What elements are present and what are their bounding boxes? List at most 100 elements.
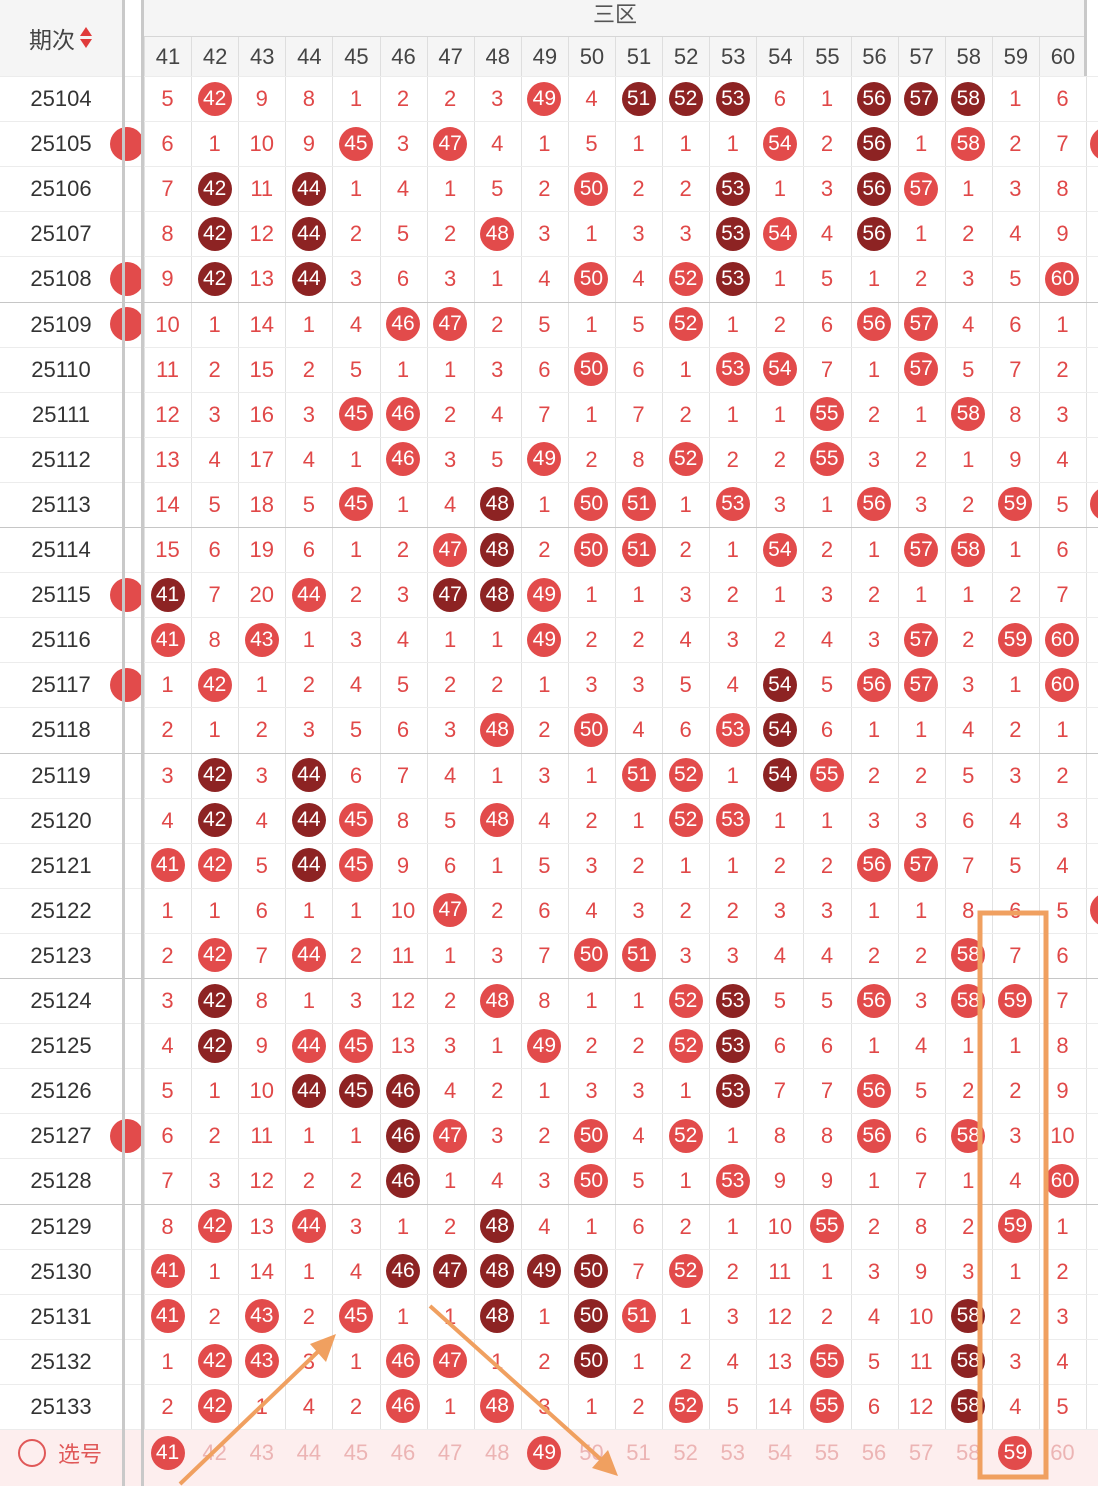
miss-count: 2	[1009, 1303, 1022, 1329]
miss-count: 4	[867, 1303, 881, 1329]
period-number: 25115	[31, 582, 91, 608]
miss-count: 1	[679, 1078, 692, 1104]
miss-count: 5	[820, 266, 834, 292]
miss-count: 2	[962, 1078, 975, 1104]
selectable-number[interactable]: 58	[956, 1440, 981, 1465]
row-divider	[0, 121, 1098, 123]
selected-number-ball[interactable]: 41	[150, 1436, 185, 1470]
miss-count: 1	[349, 86, 363, 111]
sort-icon[interactable]	[79, 26, 93, 50]
miss-count: 1	[679, 1303, 692, 1329]
miss-count: 4	[585, 897, 598, 923]
miss-count: 2	[538, 537, 551, 562]
row-divider	[0, 1293, 1098, 1295]
drawn-number-ball: 45	[338, 848, 373, 883]
miss-count: 1	[208, 1078, 221, 1104]
miss-count: 1	[396, 1213, 410, 1239]
miss-count: 5	[962, 762, 975, 788]
selectable-number[interactable]: 48	[485, 1440, 510, 1465]
column-header-52: 52	[662, 37, 709, 76]
miss-count: 6	[1009, 311, 1022, 337]
miss-count: 4	[962, 717, 975, 743]
miss-count: 4	[444, 1078, 457, 1104]
miss-count: 1	[161, 672, 174, 698]
miss-count: 3	[349, 1213, 363, 1239]
drawn-number-ball: 44	[291, 1209, 326, 1244]
miss-count: 4	[1009, 221, 1022, 247]
drawn-number-ball: 47	[433, 1118, 468, 1153]
drawn-number-ball: 57	[904, 352, 939, 387]
selectable-number[interactable]: 50	[579, 1440, 604, 1465]
miss-count: 9	[255, 1033, 268, 1059]
selectable-number[interactable]: 44	[296, 1440, 322, 1465]
drawn-number-ball: 45	[338, 397, 373, 432]
miss-count: 2	[1056, 356, 1069, 382]
miss-count: 8	[773, 1123, 786, 1149]
miss-count: 2	[820, 131, 834, 157]
selectable-number[interactable]: 47	[437, 1440, 463, 1465]
clipped-ball-right	[1090, 487, 1098, 522]
miss-count: 4	[1056, 852, 1069, 878]
drawn-number-ball: 53	[715, 216, 750, 251]
miss-count: 9	[915, 1258, 928, 1284]
selectable-number[interactable]: 60	[1050, 1440, 1075, 1465]
miss-count: 1	[1009, 1033, 1022, 1059]
selectable-number[interactable]: 57	[908, 1440, 934, 1465]
selectable-number[interactable]: 52	[673, 1440, 698, 1465]
miss-count: 3	[632, 897, 645, 923]
drawn-number-ball: 50	[574, 938, 609, 973]
drawn-number-ball: 57	[904, 171, 939, 206]
period-column-header[interactable]: 期次	[0, 0, 122, 77]
miss-count: 1	[349, 1123, 363, 1149]
miss-count: 2	[1009, 582, 1022, 608]
miss-count: 1	[444, 1303, 457, 1329]
miss-count: 12	[249, 1168, 274, 1194]
miss-count: 5	[1009, 852, 1022, 878]
selectable-number[interactable]: 54	[767, 1440, 793, 1465]
drawn-number-ball: 56	[857, 1118, 892, 1153]
miss-count: 7	[1056, 988, 1069, 1013]
drawn-number-ball: 48	[480, 983, 515, 1018]
drawn-number-ball: 53	[715, 81, 750, 116]
drawn-number-ball: 56	[857, 171, 892, 206]
miss-count: 11	[768, 1258, 792, 1284]
miss-count: 7	[538, 401, 551, 427]
period-number: 25118	[31, 717, 91, 743]
selectable-number[interactable]: 51	[626, 1440, 651, 1465]
miss-count: 2	[867, 401, 881, 427]
selectable-number[interactable]: 43	[249, 1440, 274, 1465]
miss-count: 1	[491, 1348, 504, 1374]
drawn-number-ball: 51	[621, 758, 656, 793]
selectable-number[interactable]: 56	[861, 1440, 887, 1465]
miss-count: 1	[1009, 1258, 1022, 1284]
radio-icon[interactable]	[18, 1439, 46, 1467]
miss-count: 3	[585, 852, 598, 878]
miss-count: 3	[867, 446, 881, 472]
selectable-number[interactable]: 46	[390, 1440, 416, 1465]
drawn-number-ball: 45	[338, 126, 373, 161]
drawn-number-ball: 58	[951, 1299, 986, 1334]
clipped-ball-left	[110, 126, 144, 161]
drawn-number-ball: 48	[480, 577, 515, 612]
miss-count: 1	[867, 717, 881, 743]
miss-count: 5	[1056, 897, 1069, 923]
miss-count: 3	[726, 942, 739, 968]
drawn-number-ball: 42	[197, 758, 232, 793]
selectable-number[interactable]: 45	[343, 1440, 369, 1465]
drawn-number-ball: 42	[197, 81, 232, 116]
miss-count: 2	[1009, 131, 1022, 157]
row-divider	[0, 842, 1098, 844]
drawn-number-ball: 59	[998, 622, 1033, 657]
drawn-number-ball: 47	[433, 577, 468, 612]
select-number-toggle[interactable]: 选号	[18, 1437, 102, 1469]
selectable-number[interactable]: 53	[720, 1440, 745, 1465]
drawn-number-ball: 49	[527, 622, 562, 657]
miss-count: 1	[867, 537, 881, 562]
selectable-number[interactable]: 42	[202, 1440, 227, 1465]
drawn-number-ball: 51	[621, 532, 656, 567]
miss-count: 1	[302, 988, 315, 1013]
drawn-number-ball: 46	[386, 397, 421, 432]
selectable-number[interactable]: 55	[814, 1440, 840, 1465]
drawn-number-ball: 54	[762, 667, 797, 702]
miss-count: 1	[726, 1213, 739, 1239]
